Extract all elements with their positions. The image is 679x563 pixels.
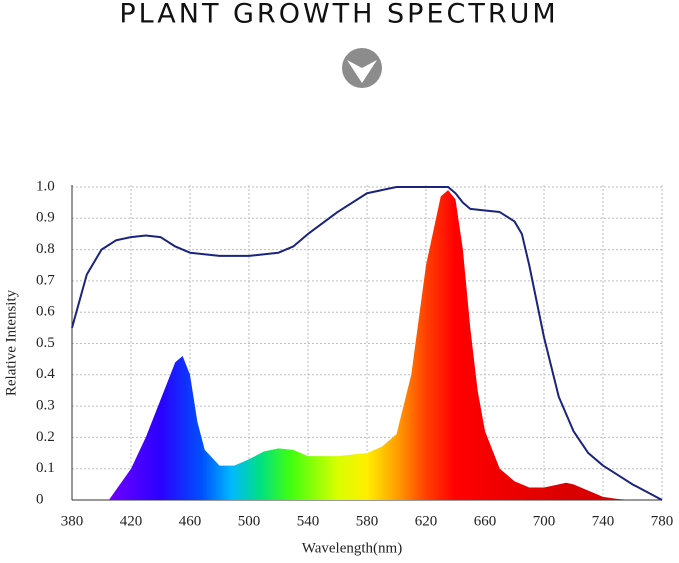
- y-tick-label: 0.4: [36, 366, 55, 382]
- x-tick-label: 580: [356, 513, 379, 529]
- y-tick-label: 0.1: [36, 460, 55, 476]
- x-axis-label: Wavelength(nm): [302, 540, 402, 556]
- y-axis-label: Relative Intensity: [3, 289, 19, 396]
- y-tick-label: 0.5: [36, 335, 55, 351]
- spectrum-area: [108, 190, 633, 500]
- down-icon: [342, 48, 382, 88]
- x-tick-label: 540: [297, 513, 320, 529]
- x-tick-label: 460: [179, 513, 202, 529]
- y-tick-label: 0.7: [36, 272, 55, 288]
- x-tick-label: 780: [651, 513, 674, 529]
- x-tick-label: 380: [61, 513, 84, 529]
- x-tick-label: 620: [415, 513, 438, 529]
- x-tick-label: 700: [533, 513, 556, 529]
- x-tick-label: 420: [120, 513, 143, 529]
- x-tick-label: 500: [238, 513, 261, 529]
- envelope-line: [71, 186, 663, 501]
- y-tick-label: 0.2: [36, 429, 55, 445]
- y-tick-label: 0: [36, 491, 44, 507]
- x-tick-label: 740: [592, 513, 615, 529]
- y-tick-label: 1.0: [36, 178, 55, 194]
- chart-title: PLANT GROWTH SPECTRUM: [119, 0, 558, 30]
- y-tick-label: 0.8: [36, 241, 55, 257]
- y-tick-label: 0.3: [36, 398, 55, 414]
- y-tick-label: 0.9: [36, 210, 55, 226]
- y-tick-label: 0.6: [36, 304, 55, 320]
- x-tick-label: 660: [474, 513, 497, 529]
